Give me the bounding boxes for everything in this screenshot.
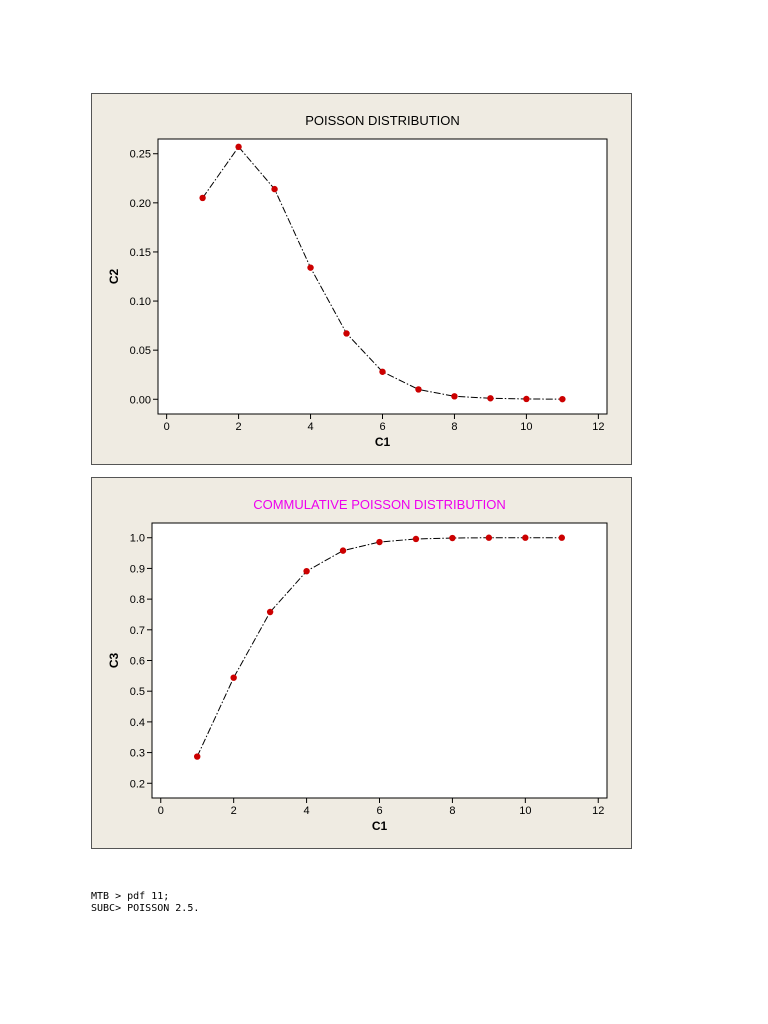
x-axis-label: C1 [372,819,388,833]
data-point [303,567,310,575]
x-tick-label: 2 [231,805,237,817]
y-tick-label: 0.5 [130,686,145,698]
data-point [449,534,456,542]
x-tick-label: 8 [451,421,457,433]
x-tick-label: 8 [449,805,455,817]
y-tick-label: 1.0 [130,533,145,545]
y-tick-label: 0.6 [130,656,145,668]
x-tick-label: 2 [236,421,242,433]
data-point [451,393,458,400]
plot-area [151,522,608,799]
data-point [235,143,242,151]
y-tick-label: 0.25 [130,149,151,161]
x-tick-label: 10 [519,805,531,817]
series-line [196,537,562,757]
data-point [412,535,420,543]
data-point [307,264,314,271]
y-tick-label: 0.4 [130,717,145,729]
y-tick-label: 0.7 [130,625,145,637]
data-point [230,674,237,681]
data-point [271,185,278,193]
poisson-distribution-chart: POISSON DISTRIBUTION 0 2 4 6 8 10 12 0.00 0.05 0.1… [91,93,632,465]
minitab-console-output: MTB > pdf 11; SUBC> POISSON 2.5. [91,891,199,915]
data-point [199,194,206,202]
data-point [266,608,274,616]
chart-title: COMMULATIVE POISSON DISTRIBUTION [253,497,506,512]
y-axis-label: C2 [107,269,121,285]
data-point [487,395,494,402]
x-axis-label: C1 [375,435,391,449]
cumulative-chart-svg: COMMULATIVE POISSON DISTRIBUTION 0 2 4 6 8 10 1… [107,497,608,833]
y-tick-label: 0.2 [130,778,145,790]
cumulative-poisson-chart: COMMULATIVE POISSON DISTRIBUTION 0 2 4 6 8 10 1… [91,477,632,849]
x-tick-label: 12 [592,805,604,817]
data-point [523,395,530,403]
x-tick-label: 10 [520,421,532,433]
data-point [559,395,566,403]
x-tick-label: 12 [592,421,604,433]
y-tick-label: 0.00 [130,394,151,406]
data-point [379,368,386,375]
y-tick-label: 0.05 [130,345,151,357]
x-tick-label: 4 [307,421,313,433]
console-line-2: SUBC> POISSON 2.5. [91,903,200,914]
x-tick-label: 6 [376,805,382,817]
plot-area [157,138,608,415]
console-line-1: MTB > pdf 11; [91,891,170,902]
y-axis-label: C3 [107,653,121,669]
data-point [339,547,347,554]
poisson-chart-svg: POISSON DISTRIBUTION 0 2 4 6 8 10 12 0.00 0.05 0.1… [107,113,608,449]
y-tick-label: 0.8 [130,594,145,606]
data-point [485,534,493,541]
y-tick-label: 0.9 [130,563,145,575]
data-point [415,386,422,393]
x-tick-label: 6 [379,421,385,433]
data-point [376,538,383,546]
y-tick-label: 0.20 [130,198,151,210]
data-point [558,534,565,541]
x-tick-label: 4 [304,805,310,817]
y-tick-label: 0.10 [130,296,151,308]
chart-title: POISSON DISTRIBUTION [305,113,460,128]
data-point [522,534,529,541]
data-point [343,330,350,337]
y-tick-label: 0.3 [130,748,145,760]
data-point [194,753,201,760]
y-tick-label: 0.15 [130,247,151,259]
x-tick-label: 0 [164,421,170,433]
x-tick-label: 0 [158,805,164,817]
